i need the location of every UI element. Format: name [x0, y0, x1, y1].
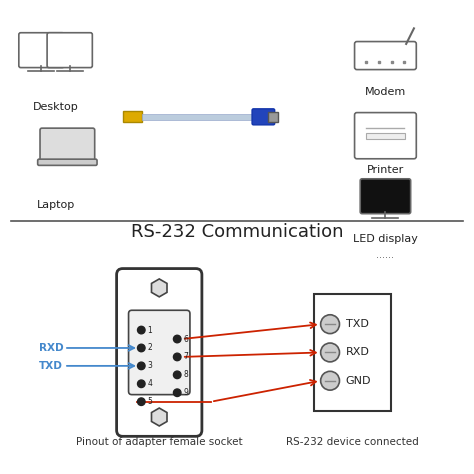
FancyBboxPatch shape — [128, 310, 190, 395]
Text: 3: 3 — [147, 361, 152, 370]
Text: ......: ...... — [376, 250, 394, 260]
Text: 5: 5 — [147, 397, 152, 406]
Circle shape — [320, 371, 339, 390]
Text: Modem: Modem — [365, 87, 406, 97]
Circle shape — [173, 353, 181, 361]
Text: RS-232 Communication: RS-232 Communication — [131, 223, 343, 241]
Text: RXD: RXD — [38, 343, 63, 353]
Text: 7: 7 — [183, 353, 188, 362]
Text: Pinout of adapter female socket: Pinout of adapter female socket — [76, 437, 243, 447]
FancyBboxPatch shape — [355, 42, 416, 70]
Circle shape — [137, 344, 145, 352]
Text: LED display: LED display — [353, 234, 418, 244]
Circle shape — [173, 335, 181, 343]
Text: 1: 1 — [147, 326, 152, 335]
Text: TXD: TXD — [39, 361, 63, 371]
Text: GND: GND — [346, 376, 371, 386]
Text: 4: 4 — [147, 379, 152, 388]
FancyBboxPatch shape — [142, 114, 254, 120]
FancyBboxPatch shape — [40, 128, 95, 163]
FancyBboxPatch shape — [37, 159, 97, 165]
Circle shape — [173, 371, 181, 379]
FancyBboxPatch shape — [360, 179, 410, 214]
Text: RS-232 device connected: RS-232 device connected — [286, 437, 419, 447]
FancyBboxPatch shape — [123, 111, 142, 122]
Text: Desktop: Desktop — [33, 102, 79, 112]
Circle shape — [137, 362, 145, 370]
FancyBboxPatch shape — [366, 133, 405, 139]
FancyBboxPatch shape — [19, 33, 64, 68]
Circle shape — [137, 380, 145, 388]
Text: 6: 6 — [183, 335, 188, 344]
Circle shape — [137, 398, 145, 405]
FancyBboxPatch shape — [268, 112, 277, 122]
Text: TXD: TXD — [346, 319, 368, 329]
Circle shape — [173, 389, 181, 397]
Circle shape — [320, 315, 339, 334]
Text: RXD: RXD — [346, 347, 370, 357]
Text: Laptop: Laptop — [36, 200, 75, 210]
Text: Printer: Printer — [367, 164, 404, 174]
FancyBboxPatch shape — [252, 109, 275, 125]
Text: 2: 2 — [147, 344, 152, 353]
FancyBboxPatch shape — [314, 293, 392, 411]
Text: 8: 8 — [183, 370, 188, 379]
Circle shape — [137, 326, 145, 334]
Text: 9: 9 — [183, 388, 188, 397]
Circle shape — [320, 343, 339, 362]
FancyBboxPatch shape — [355, 113, 416, 159]
FancyBboxPatch shape — [47, 33, 92, 68]
FancyBboxPatch shape — [117, 269, 202, 437]
